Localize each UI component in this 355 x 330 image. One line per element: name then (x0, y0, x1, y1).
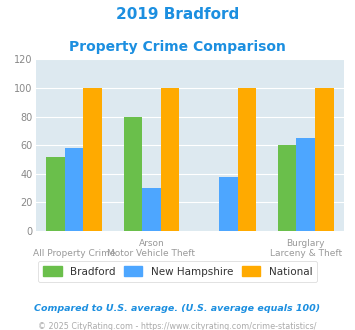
Bar (46, 157, 65, 231)
Bar (160, 88, 179, 231)
Bar (315, 88, 334, 231)
Text: Arson: Arson (138, 239, 164, 248)
Bar (238, 88, 256, 231)
Text: Property Crime Comparison: Property Crime Comparison (69, 40, 286, 53)
Bar (124, 116, 142, 231)
Bar (65, 148, 83, 231)
Bar (83, 88, 102, 231)
Text: All Property Crime: All Property Crime (33, 249, 115, 258)
Text: Larceny & Theft: Larceny & Theft (270, 249, 342, 258)
Bar (296, 138, 315, 231)
Text: 2019 Bradford: 2019 Bradford (116, 7, 239, 21)
Legend: Bradford, New Hampshire, National: Bradford, New Hampshire, National (38, 261, 317, 282)
Text: © 2025 CityRating.com - https://www.cityrating.com/crime-statistics/: © 2025 CityRating.com - https://www.city… (38, 322, 317, 330)
Bar (219, 177, 238, 231)
Bar (142, 188, 160, 231)
Text: Burglary: Burglary (286, 239, 325, 248)
Bar (278, 145, 296, 231)
Text: Compared to U.S. average. (U.S. average equals 100): Compared to U.S. average. (U.S. average … (34, 304, 321, 313)
Text: Motor Vehicle Theft: Motor Vehicle Theft (107, 249, 195, 258)
